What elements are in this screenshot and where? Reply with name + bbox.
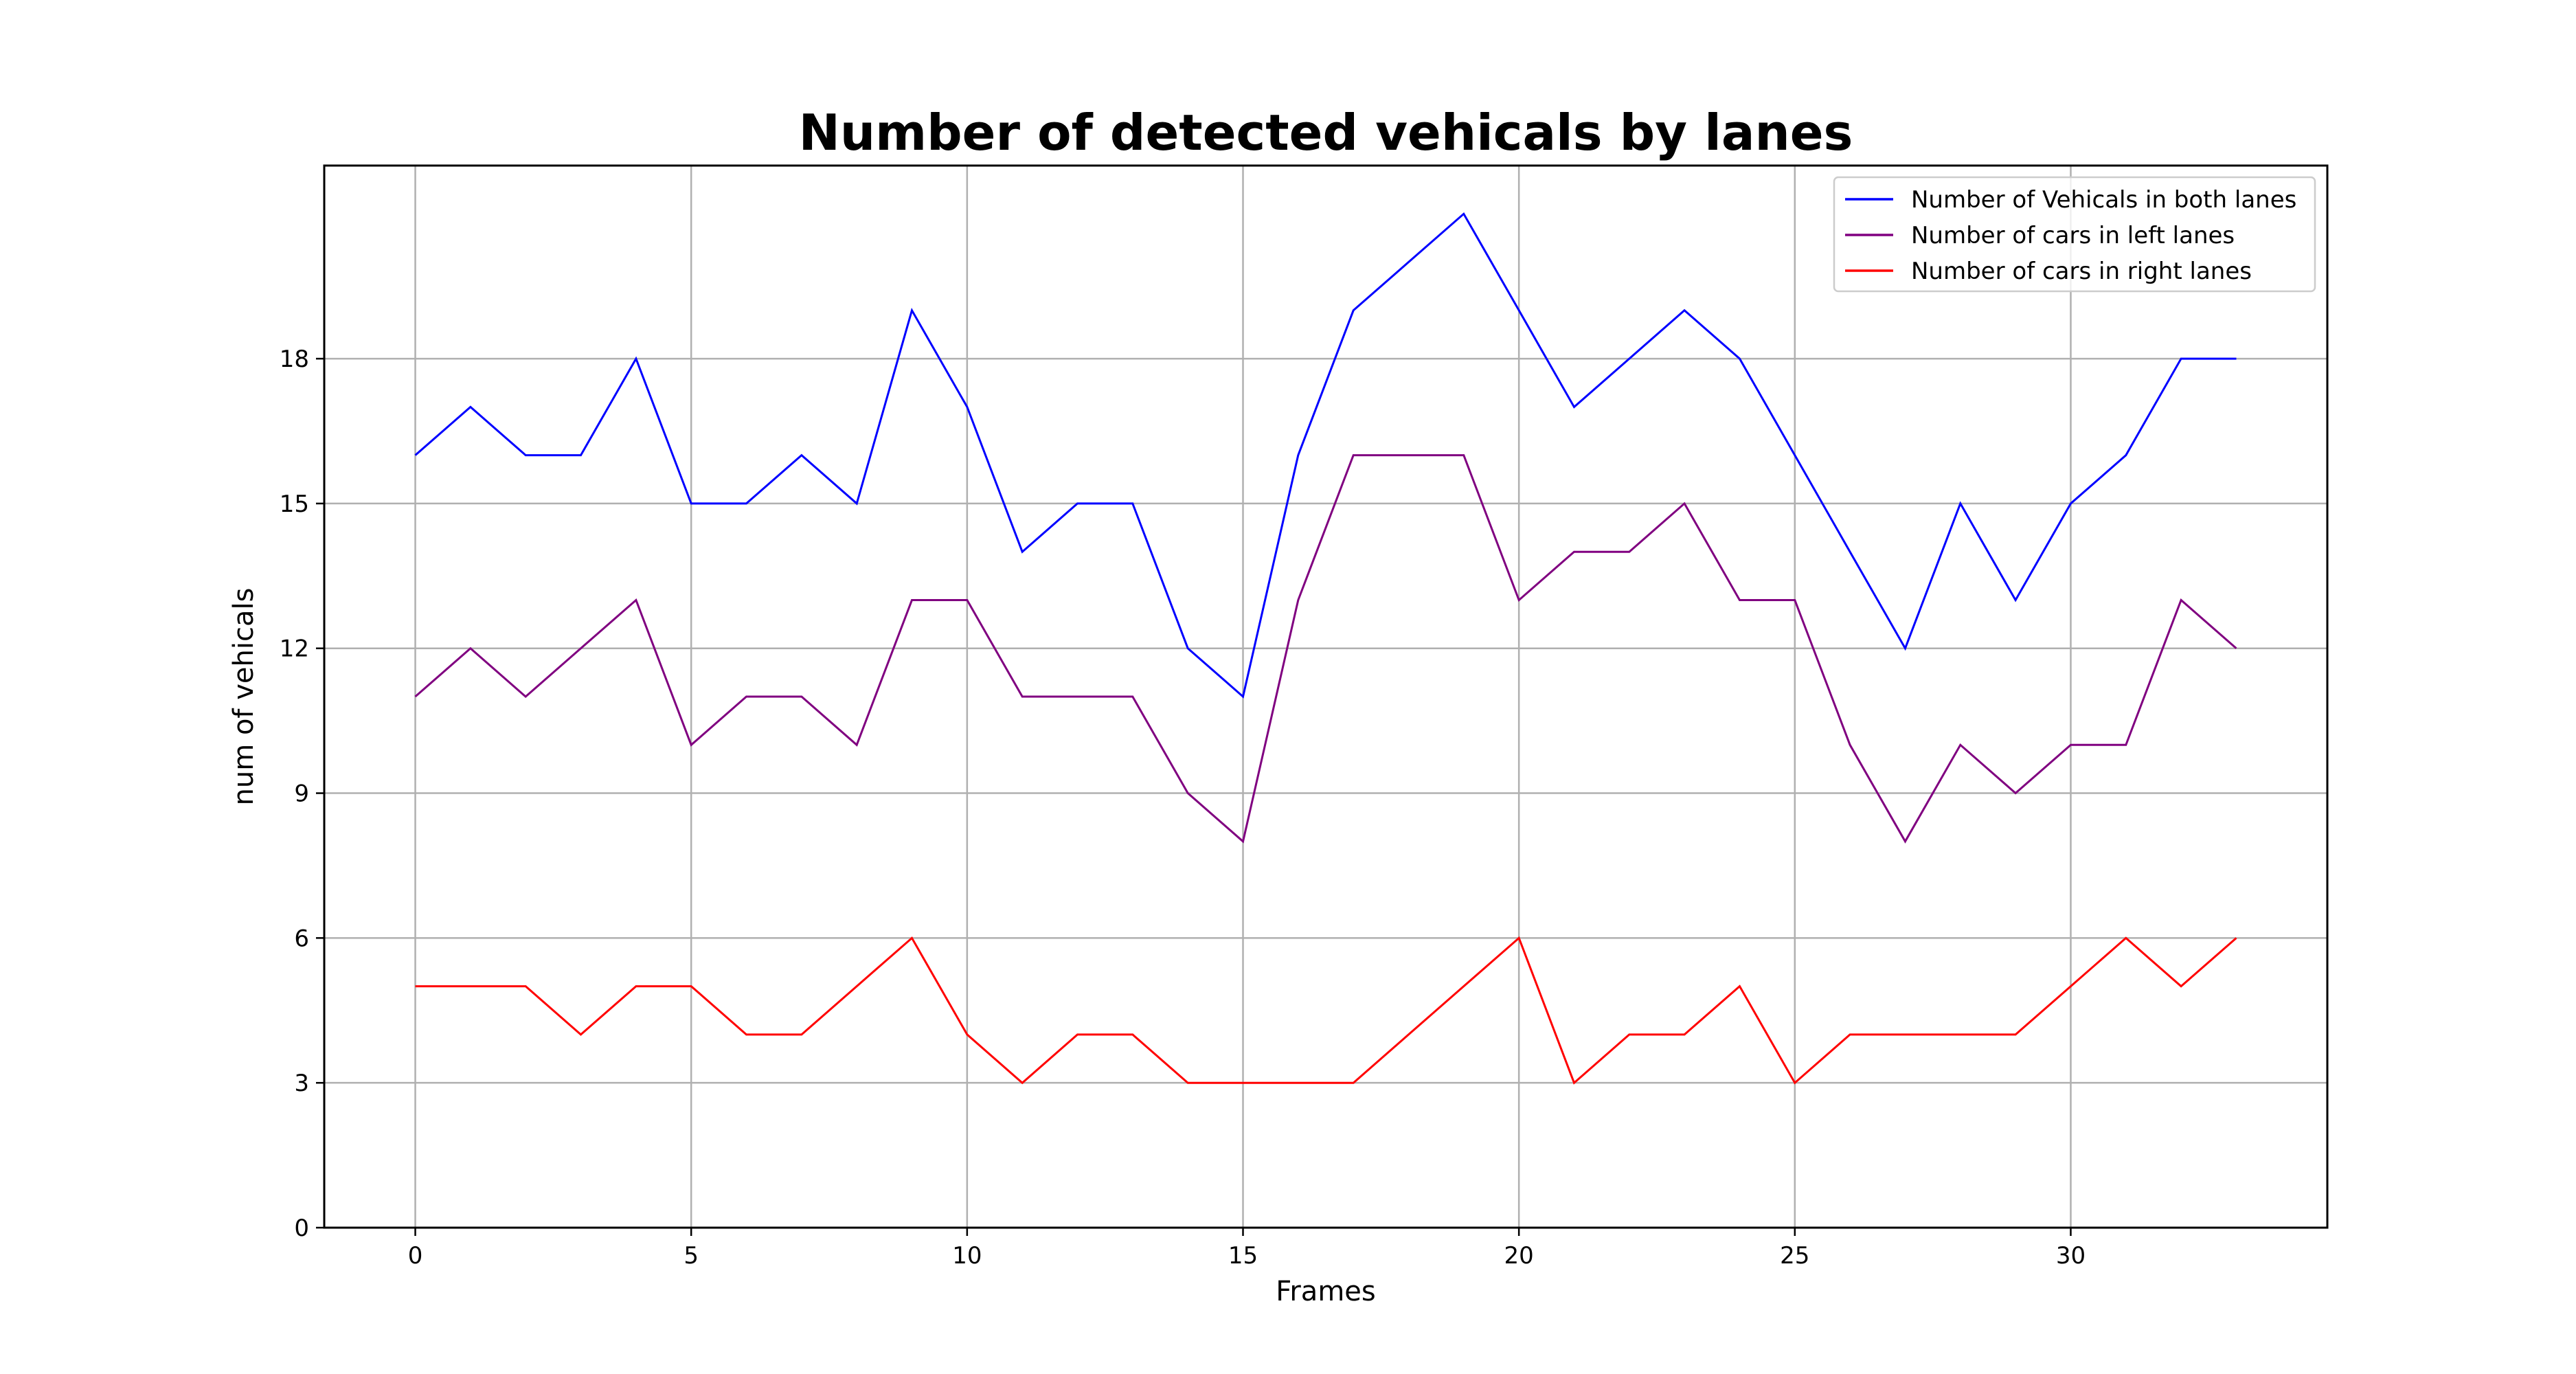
series-line-3 (415, 936, 2237, 1085)
plot-frame (323, 164, 2329, 1229)
series-line-2 (414, 454, 2237, 844)
y-tick-label: 9 (294, 780, 309, 808)
x-tick-label: 5 (683, 1242, 699, 1270)
series-line-1 (414, 212, 2237, 699)
legend-label: Number of Vehicals in both lanes (1911, 186, 2296, 214)
y-tick-label: 15 (280, 491, 309, 518)
y-axis-label: num of vehicals (228, 588, 260, 806)
ticks: 0 5 10 15 20 25 30 0 3 6 9 12 15 18 (280, 346, 2086, 1270)
y-tick-label: 0 (294, 1215, 309, 1242)
y-tick-label: 12 (280, 635, 309, 663)
y-tick-label: 3 (294, 1070, 309, 1097)
x-axis-label: Frames (1276, 1276, 1375, 1307)
x-tick-label: 20 (1504, 1242, 1534, 1270)
legend: Number of Vehicals in both lanes Number o… (1833, 176, 2316, 293)
y-tick-label: 18 (280, 346, 309, 373)
x-tick-label: 30 (2056, 1242, 2086, 1270)
x-tick-label: 10 (952, 1242, 982, 1270)
y-tick-label: 6 (294, 925, 309, 952)
series-lines (414, 212, 2237, 1085)
x-tick-label: 0 (408, 1242, 423, 1270)
legend-box (1833, 176, 2316, 293)
chart-title: Number of detected vehicals by lanes (799, 104, 1853, 161)
legend-label: Number of cars in right lanes (1911, 258, 2252, 285)
x-tick-label: 15 (1228, 1242, 1258, 1270)
legend-label: Number of cars in left lanes (1911, 222, 2235, 249)
x-tick-label: 25 (1780, 1242, 1809, 1270)
